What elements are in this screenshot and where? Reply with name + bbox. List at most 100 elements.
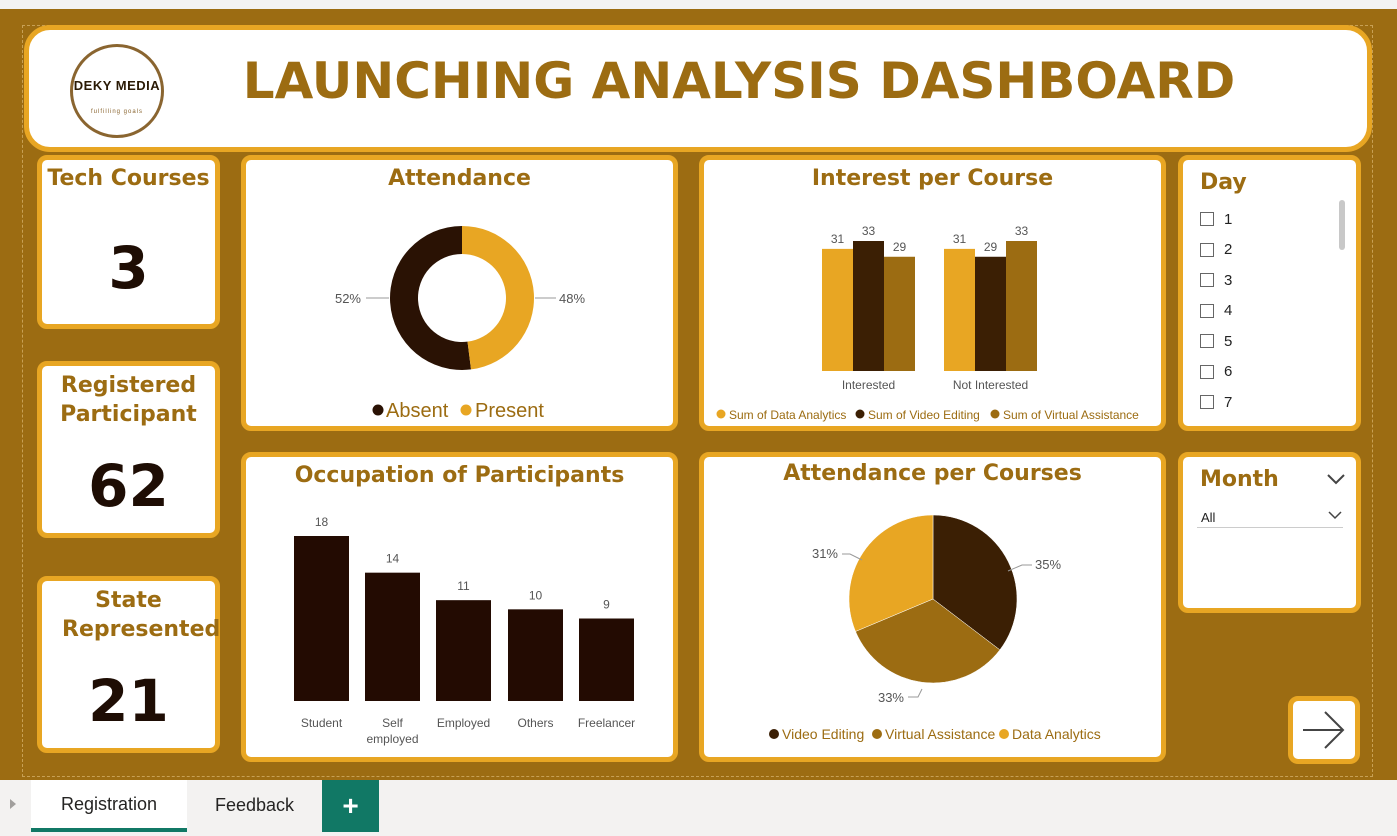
data-label-absent: 52% (335, 291, 361, 306)
checkbox[interactable] (1200, 242, 1214, 257)
day-option-label: 4 (1224, 302, 1233, 320)
legend-label: Virtual Assistance (885, 726, 995, 742)
legend-label: Sum of Virtual Assistance (1003, 408, 1139, 422)
kpi-label: State Represented (62, 588, 221, 642)
kpi-card-tech-courses[interactable]: Tech Courses 3 (37, 155, 220, 329)
logo-name: DEKY MEDIA (73, 78, 161, 93)
day-option-label: 7 (1224, 393, 1233, 411)
legend-label: Data Analytics (1012, 726, 1101, 742)
tab-registration[interactable]: Registration (31, 780, 187, 832)
legend-label: Sum of Video Editing (868, 408, 980, 422)
day-option-3[interactable]: 3 (1200, 265, 1232, 296)
donut-slice-present (462, 226, 534, 370)
bar-self-employed (365, 572, 420, 701)
day-option-6[interactable]: 6 (1200, 357, 1232, 388)
data-label: 18 (315, 515, 329, 529)
page-tab-bar: Registration Feedback + (0, 780, 1397, 836)
legend-label-present: Present (475, 400, 544, 422)
data-label-present: 48% (559, 291, 585, 306)
chevron-down-icon[interactable] (1326, 473, 1346, 485)
bar-interested-2 (884, 256, 915, 371)
data-label: 9 (603, 598, 610, 612)
legend-marker (769, 729, 779, 739)
tab-feedback[interactable]: Feedback (214, 794, 295, 815)
attendance-chart-card[interactable]: Attendance 52% 48% Absent Present (241, 155, 678, 431)
bar-interested-1 (853, 241, 884, 371)
data-label: 31 (831, 232, 845, 246)
day-option-2[interactable]: 2 (1200, 235, 1232, 266)
legend-label: Video Editing (782, 726, 864, 742)
occupation-bar-chart[interactable]: 18 Student 14 Self employed 11 Employed 10 Other… (246, 457, 673, 757)
logo-tagline: fulfilling goals (90, 109, 144, 115)
data-label: 33% (878, 690, 904, 705)
month-slicer[interactable]: Month All (1178, 452, 1361, 613)
donut-slice-absent (389, 226, 472, 370)
legend-marker (872, 729, 882, 739)
day-option-label: 5 (1224, 332, 1233, 350)
x-tick-label: Student (301, 716, 343, 730)
interest-bar-chart[interactable]: 31 33 29 Interested 31 29 33 Not Interested Sum … (704, 160, 1161, 426)
kpi-value: 3 (108, 234, 149, 302)
pie-slice-video-editing (932, 514, 1018, 651)
data-label: 14 (386, 552, 400, 566)
attendance-per-courses-pie-chart[interactable]: 35% 33% 31% Video Editing Virtual Assistance… (704, 457, 1161, 757)
day-option-label: 1 (1224, 210, 1233, 228)
day-option-1[interactable]: 1 (1200, 204, 1232, 235)
pie-slice-data-analytics (848, 514, 934, 632)
attendance-per-courses-card[interactable]: Attendance per Courses 35% 33% 31% Video Ed… (699, 452, 1166, 762)
kpi-card-registered-participant[interactable]: Registered Participant 62 (37, 361, 220, 538)
checkbox[interactable] (1200, 364, 1214, 379)
day-option-label: 2 (1224, 241, 1233, 259)
data-label: 33 (862, 224, 876, 238)
leader-line (842, 553, 863, 561)
add-page-button[interactable]: + (322, 780, 379, 832)
occupation-chart-card[interactable]: Occupation of Participants 18 Student 14 Se… (241, 452, 678, 762)
tab-scroll-icon[interactable] (10, 799, 16, 809)
legend-marker (855, 409, 865, 419)
bar-interested-0 (822, 248, 853, 371)
report-canvas: DEKY MEDIA fulfilling goals LAUNCHING AN… (0, 9, 1397, 780)
bar-others (508, 609, 563, 701)
month-dropdown[interactable]: All (1197, 502, 1343, 528)
chart-title: Interest per Course (811, 166, 1054, 191)
leader-line (1007, 564, 1032, 572)
slicer-title: Day (1200, 170, 1247, 195)
day-list: 1 2 3 4 5 6 7 (1200, 204, 1232, 418)
data-label: 35% (1035, 557, 1061, 572)
checkbox[interactable] (1200, 273, 1214, 288)
legend-marker (999, 729, 1009, 739)
checkbox[interactable] (1200, 212, 1214, 227)
day-option-5[interactable]: 5 (1200, 326, 1232, 357)
attendance-donut-chart[interactable]: 52% 48% Absent Present (246, 160, 673, 426)
day-slicer[interactable]: Day 1 2 3 4 5 6 7 (1178, 155, 1361, 431)
x-tick-label: Employed (437, 716, 490, 730)
legend-label-absent: Absent (386, 400, 449, 422)
arrow-right-icon (1303, 711, 1345, 749)
checkbox[interactable] (1200, 395, 1214, 410)
slicer-title: Month (1200, 467, 1279, 492)
data-label: 31 (953, 232, 967, 246)
kpi-label: Tech Courses (47, 166, 210, 191)
slicer-scrollbar[interactable] (1339, 200, 1345, 250)
x-tick-label: Self employed (366, 716, 418, 746)
header-banner: DEKY MEDIA fulfilling goals LAUNCHING AN… (24, 25, 1372, 152)
pie-slice-virtual-assistance (855, 598, 1001, 684)
data-label: 33 (1015, 224, 1029, 238)
deky-media-logo: DEKY MEDIA fulfilling goals (70, 44, 164, 138)
next-page-button[interactable] (1288, 696, 1360, 764)
day-option-label: 6 (1224, 363, 1233, 381)
day-option-4[interactable]: 4 (1200, 296, 1232, 327)
day-option-7[interactable]: 7 (1200, 387, 1232, 418)
bar-student (294, 536, 349, 701)
checkbox[interactable] (1200, 334, 1214, 349)
checkbox[interactable] (1200, 303, 1214, 318)
bar-not-interested-2 (1006, 241, 1037, 371)
bar-freelancer (579, 618, 634, 701)
kpi-card-state-represented[interactable]: State Represented 21 (37, 576, 220, 753)
legend-marker (716, 409, 726, 419)
interest-chart-card[interactable]: Interest per Course 31 33 29 Interested 31 29… (699, 155, 1166, 431)
chart-title: Attendance per Courses (783, 461, 1082, 486)
bar-not-interested-0 (944, 248, 975, 371)
day-option-label: 3 (1224, 271, 1233, 289)
kpi-value: 62 (88, 452, 169, 520)
